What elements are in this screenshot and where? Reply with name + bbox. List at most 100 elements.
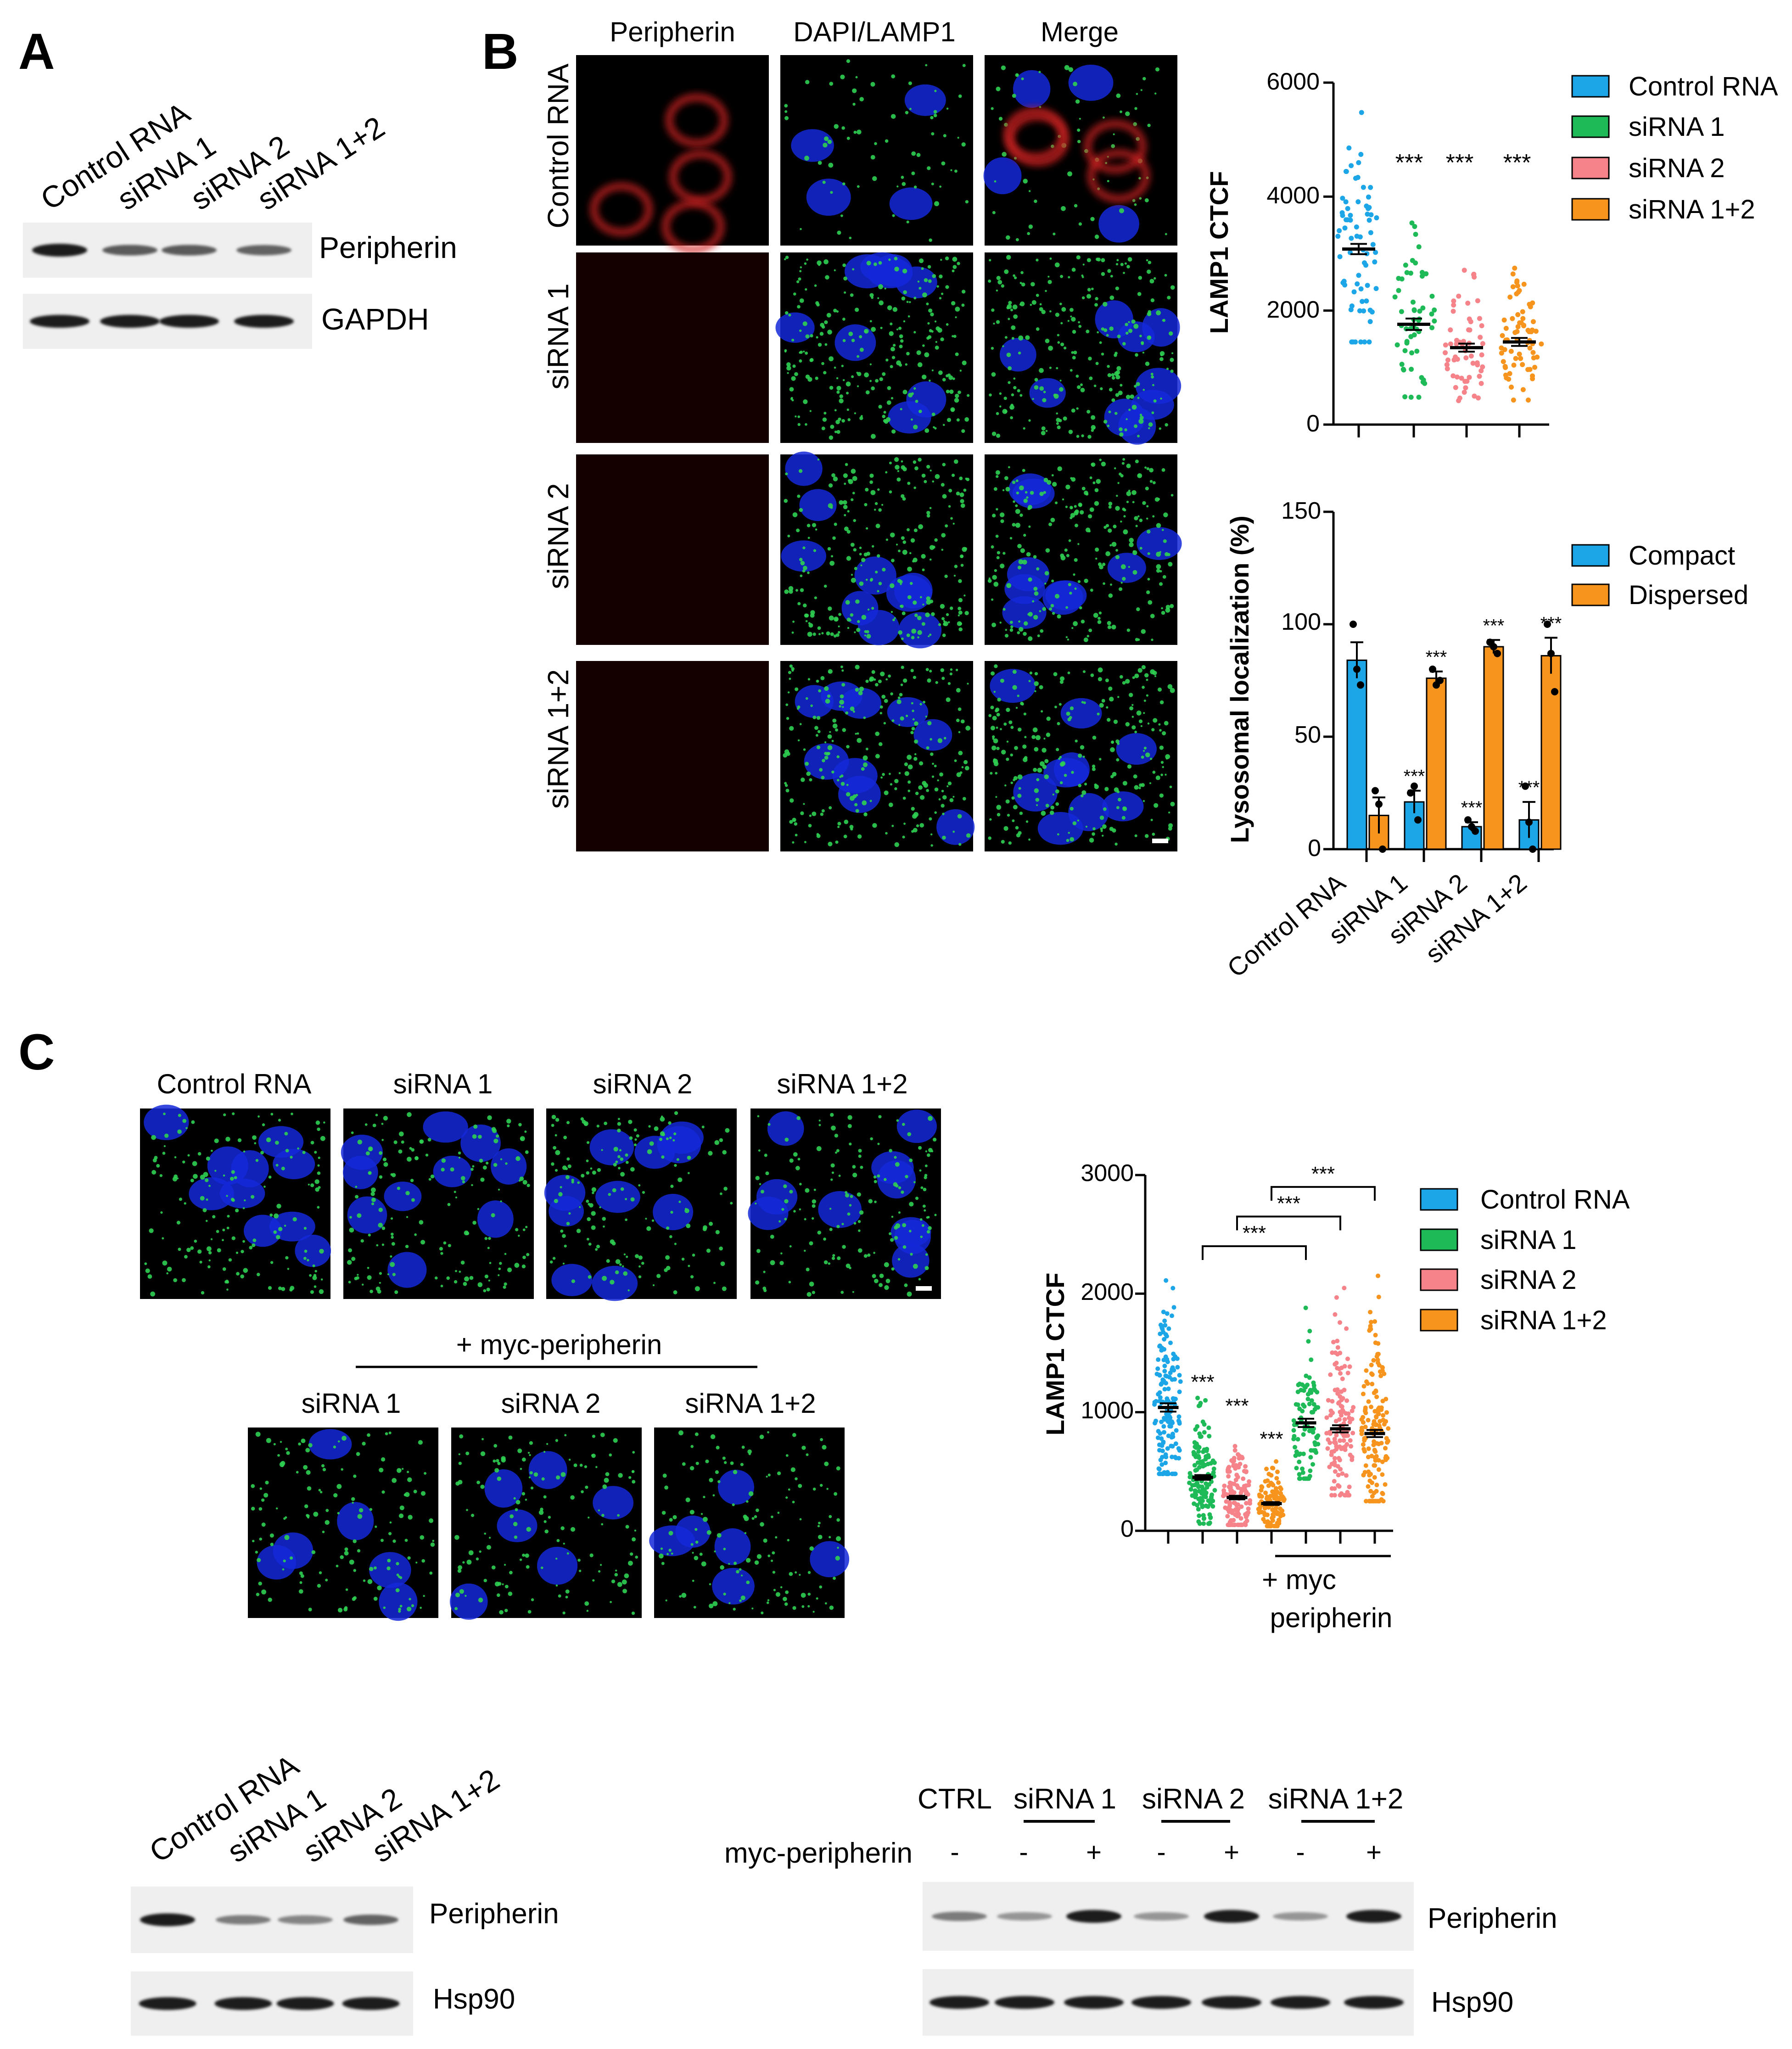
micrograph-b-r2-c2-lamp1-puncta: [955, 307, 960, 312]
micrograph-b-r2-c2-lamp1-puncta: [922, 292, 927, 297]
micrograph-c-rescue-3-nucleus: [675, 1515, 711, 1548]
micrograph-b-r4-c2-lamp1-puncta: [897, 696, 901, 700]
micrograph-b-r2-c3-lamp1-puncta: [1091, 415, 1096, 420]
micrograph-b-r2-c3-lamp1-puncta: [1086, 409, 1091, 414]
data-point-1: [1340, 196, 1345, 201]
data-point-6: [1340, 1396, 1345, 1401]
micrograph-b-r4-c2-lamp1-puncta: [786, 717, 790, 720]
micrograph-c-top-3-lamp1-puncta: [617, 1128, 621, 1133]
micrograph-c-rescue-1-lamp1-puncta: [352, 1597, 356, 1601]
micrograph-b-r1-c2-lamp1-puncta: [896, 185, 899, 188]
data-point-4: [1525, 367, 1531, 372]
micrograph-c-top-4-lamp1-puncta: [770, 1235, 774, 1239]
micrograph-b-r4-c2-lamp1-puncta: [907, 789, 911, 792]
micrograph-c-rescue-3-lamp1-puncta: [664, 1485, 668, 1490]
micrograph-b-r1-c2-lamp1-puncta: [846, 59, 851, 63]
micrograph-b-r4-c2-lamp1-puncta: [925, 668, 929, 672]
micrograph-b-r3-c3-lamp1-puncta: [1066, 554, 1070, 557]
micrograph-b-r3-c2-lamp1-puncta: [958, 627, 963, 632]
micrograph-b-r2-c3-lamp1-puncta: [1048, 346, 1053, 351]
micrograph-b-r4-c2-lamp1-puncta: [789, 726, 794, 731]
data-point-2: [1410, 299, 1416, 305]
micrograph-b-r3-c2-lamp1-puncta: [869, 579, 873, 582]
micrograph-c-top-4-lamp1-puncta: [779, 1260, 784, 1265]
micrograph-b-r2-c3-lamp1-puncta: [991, 308, 995, 312]
micrograph-c-rescue-1-lamp1-puncta: [408, 1515, 413, 1520]
data-point-1: [1162, 1369, 1167, 1374]
micrograph-b-r2-c3-lamp1-puncta: [1060, 322, 1063, 325]
micrograph-c-rescue-1-lamp1-puncta: [353, 1539, 357, 1544]
panel-c-letter: C: [18, 1024, 55, 1080]
micrograph-b-r3-c2-lamp1-puncta: [871, 607, 874, 610]
data-point-1: [1362, 339, 1367, 345]
micrograph-c-rescue-2-lamp1-puncta: [459, 1589, 464, 1594]
micrograph-b-r3-c3-lamp1-puncta: [1108, 593, 1113, 598]
micrograph-b-r4-c3-lamp1-puncta: [1132, 676, 1135, 679]
micrograph-b-r3-c2-lamp1-puncta: [802, 565, 807, 571]
micrograph-c-rescue-2-lamp1-puncta: [509, 1571, 513, 1574]
data-point-2: [1205, 1461, 1210, 1467]
micrograph-b-r2-c3-lamp1-puncta: [1151, 375, 1154, 379]
micrograph-c-rescue-3-lamp1-puncta: [740, 1595, 745, 1601]
data-point-2: [1200, 1503, 1205, 1508]
micrograph-b-r2-c2-lamp1-puncta: [894, 266, 899, 272]
micrograph-c-top-2-lamp1-puncta: [401, 1140, 404, 1144]
replicate-point: [1494, 649, 1501, 657]
micrograph-b-r3-c3-lamp1-puncta: [1107, 621, 1111, 626]
micrograph-b-r2-c2-lamp1-puncta: [939, 274, 943, 279]
micrograph-b-r2-c3-lamp1-puncta: [1170, 285, 1175, 290]
micrograph-c-top-2-lamp1-puncta: [498, 1267, 501, 1270]
micrograph-c-rescue-2-lamp1-puncta: [476, 1480, 480, 1484]
micrograph-b-r3-c2-lamp1-puncta: [954, 565, 958, 568]
micrograph-c-rescue-2-lamp1-puncta: [515, 1500, 521, 1505]
micrograph-b-r2-c2-lamp1-puncta: [836, 390, 840, 394]
blot-c-right-mark-5: +: [1224, 1837, 1239, 1867]
data-point-3: [1232, 1444, 1238, 1449]
micrograph-b-r3-c3-lamp1-puncta: [1081, 487, 1086, 491]
micrograph-c-top-2-nucleus: [423, 1111, 468, 1143]
micrograph-b-r3-c3-lamp1-puncta: [1128, 566, 1130, 568]
micrograph-b-r2-c3-lamp1-puncta: [1128, 321, 1130, 323]
data-point-4: [1264, 1467, 1269, 1472]
micrograph-b-r3-c2-lamp1-puncta: [943, 622, 946, 626]
micrograph-b-r4-c3-lamp1-puncta: [1012, 670, 1017, 674]
data-point-1: [1166, 1419, 1171, 1424]
data-point-6: [1336, 1401, 1341, 1406]
micrograph-c-top-1-lamp1-puncta: [162, 1260, 168, 1266]
micrograph-c-rescue-2-lamp1-puncta: [529, 1441, 533, 1445]
micrograph-b-r2-c2-lamp1-puncta: [942, 424, 945, 426]
micrograph-c-top-4-lamp1-puncta: [923, 1187, 927, 1192]
data-point-5: [1296, 1383, 1301, 1388]
micrograph-b-r4-c2-lamp1-puncta: [959, 771, 963, 774]
micrograph-b-r2-c2-lamp1-puncta: [857, 355, 860, 358]
micrograph-b-r4-c2-lamp1-puncta: [785, 703, 789, 706]
micrograph-c-top-4-lamp1-puncta: [870, 1137, 873, 1141]
sig-label: ***: [1426, 647, 1447, 667]
micrograph-b-r4-c2-lamp1-puncta: [797, 705, 801, 709]
data-point-7: [1374, 1414, 1379, 1419]
micrograph-b-r2-c2-lamp1-puncta: [931, 412, 935, 416]
micrograph-b-r4-c3-lamp1-puncta: [1143, 746, 1147, 750]
data-point-3: [1240, 1523, 1245, 1528]
data-point-1: [1341, 279, 1347, 284]
micrograph-c-top-4-lamp1-puncta: [757, 1115, 760, 1118]
data-point-7: [1380, 1368, 1385, 1373]
micrograph-b-r3-c3-lamp1-puncta: [1098, 562, 1102, 566]
micrograph-c-rescue-3-lamp1-puncta: [760, 1522, 764, 1527]
micrograph-c-rescue-3-lamp1-puncta: [775, 1536, 778, 1539]
micrograph-c-top-1-lamp1-puncta: [314, 1151, 317, 1154]
micrograph-c-rescue-1-lamp1-puncta: [286, 1451, 290, 1455]
chart-b-lysosomal-localization: Lysosomal localization (%) 150 100 50 0 …: [1221, 498, 1748, 983]
micrograph-c-top-4-lamp1-puncta: [860, 1165, 863, 1169]
micrograph-c-top-3-lamp1-puncta: [603, 1225, 605, 1228]
bar-dispersed-2: [1426, 677, 1447, 850]
micrograph-c-top-2-lamp1-puncta: [487, 1247, 490, 1249]
data-point-3: [1470, 360, 1476, 366]
micrograph-c-top-1-lamp1-puncta: [312, 1264, 315, 1267]
micrograph-b-r3-c3-lamp1-puncta: [993, 487, 997, 491]
micrograph-b-r2-c2-lamp1-puncta: [829, 435, 834, 440]
micrograph-b-r3-c2-lamp1-puncta: [800, 588, 804, 592]
data-point-6: [1340, 1376, 1345, 1381]
data-point-3: [1448, 327, 1453, 333]
micrograph-b-r1-c2-lamp1-puncta: [925, 64, 928, 67]
